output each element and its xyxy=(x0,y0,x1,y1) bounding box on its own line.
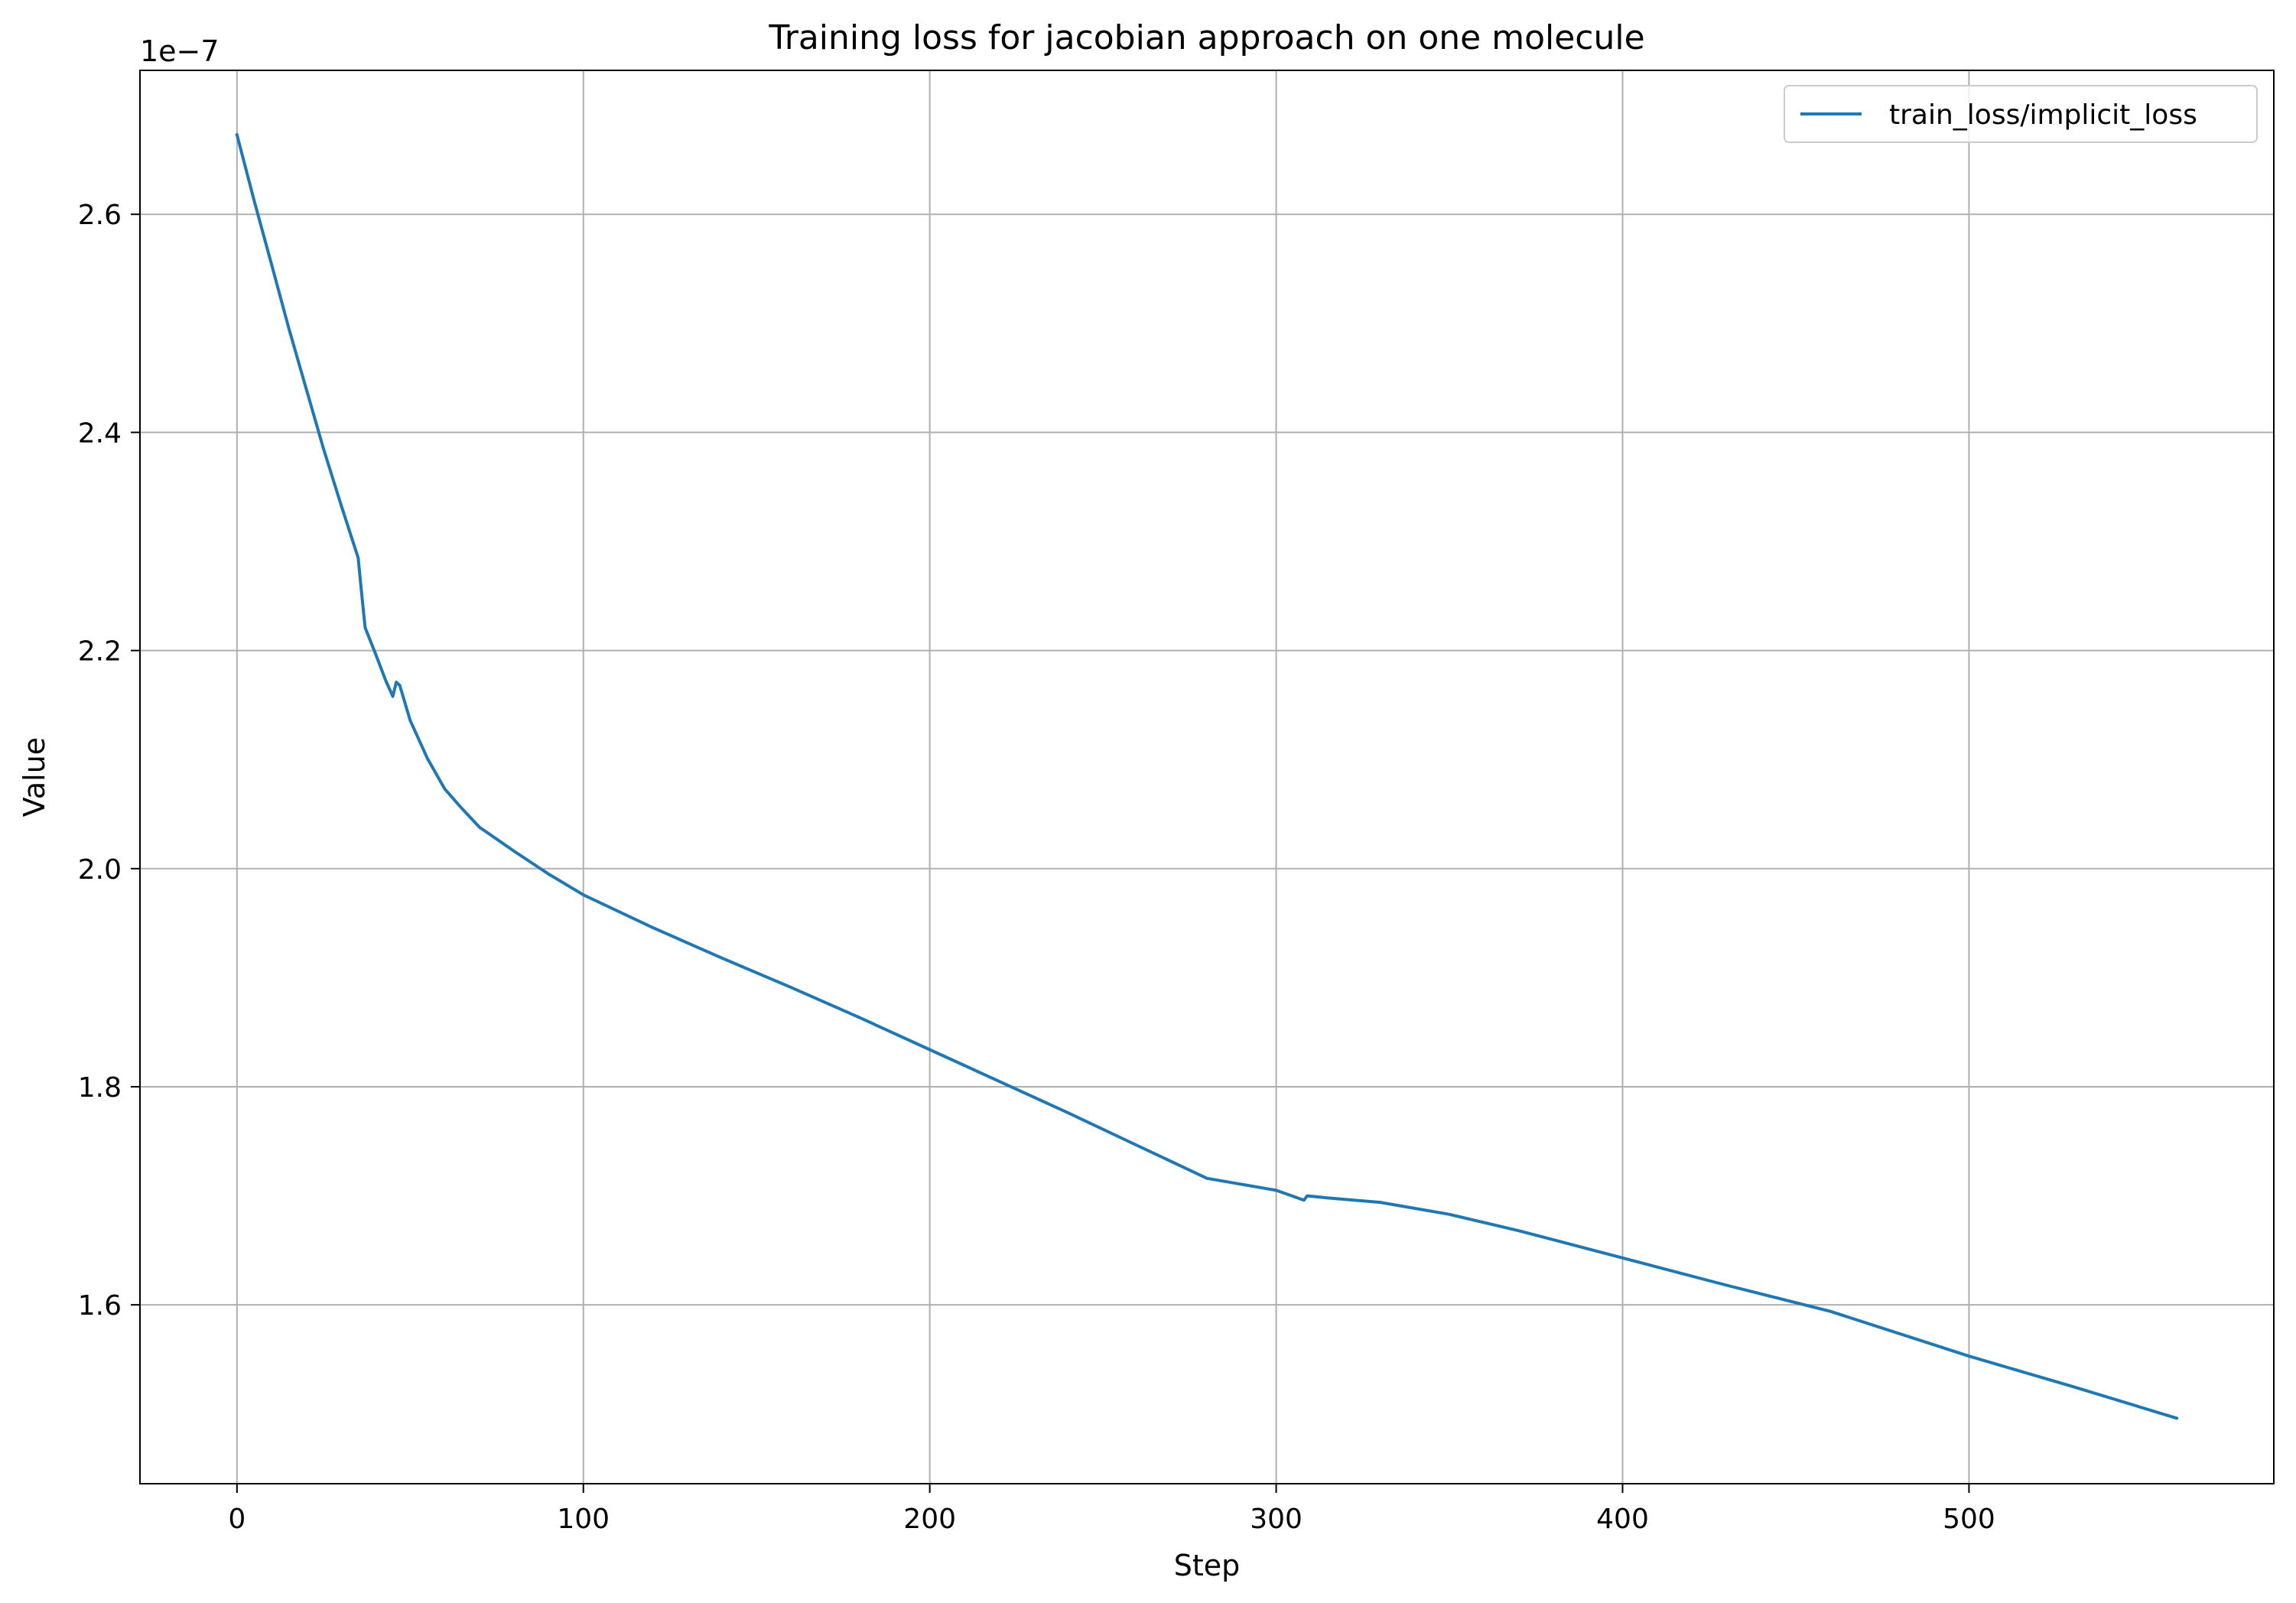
y-tick-label: 1.8 xyxy=(78,1072,122,1104)
y-tick-label: 2.4 xyxy=(78,418,122,449)
legend: train_loss/implicit_loss xyxy=(1784,85,2258,143)
axis-ticks: 0 100 200 300 400 500 1.6 1.8 2.0 2.2 2.4 2.6 xyxy=(78,200,1995,1535)
y-tick-label: 2.6 xyxy=(78,200,122,231)
series-lines xyxy=(235,133,2179,1420)
y-tick-label: 2.2 xyxy=(78,636,122,668)
y-axis-offset-text: 1e−7 xyxy=(140,34,220,68)
x-tick-label: 300 xyxy=(1250,1504,1302,1535)
x-tick-label: 0 xyxy=(228,1504,246,1535)
chart-title: Training loss for jacobian approach on o… xyxy=(768,18,1644,57)
x-tick-label: 500 xyxy=(1943,1504,1995,1535)
grid xyxy=(140,70,2274,1484)
y-tick-label: 2.0 xyxy=(78,854,122,886)
y-axis-label: Value xyxy=(18,737,51,817)
plot-frame xyxy=(139,70,2275,1484)
x-tick-label: 400 xyxy=(1596,1504,1649,1535)
series-line xyxy=(235,133,2179,1420)
x-tick-label: 200 xyxy=(903,1504,956,1535)
legend-label: train_loss/implicit_loss xyxy=(1889,99,2197,131)
y-tick-label: 1.6 xyxy=(78,1290,122,1322)
x-tick-label: 100 xyxy=(557,1504,610,1535)
legend-box xyxy=(1784,85,2258,143)
x-axis-label: Step xyxy=(1174,1549,1241,1582)
